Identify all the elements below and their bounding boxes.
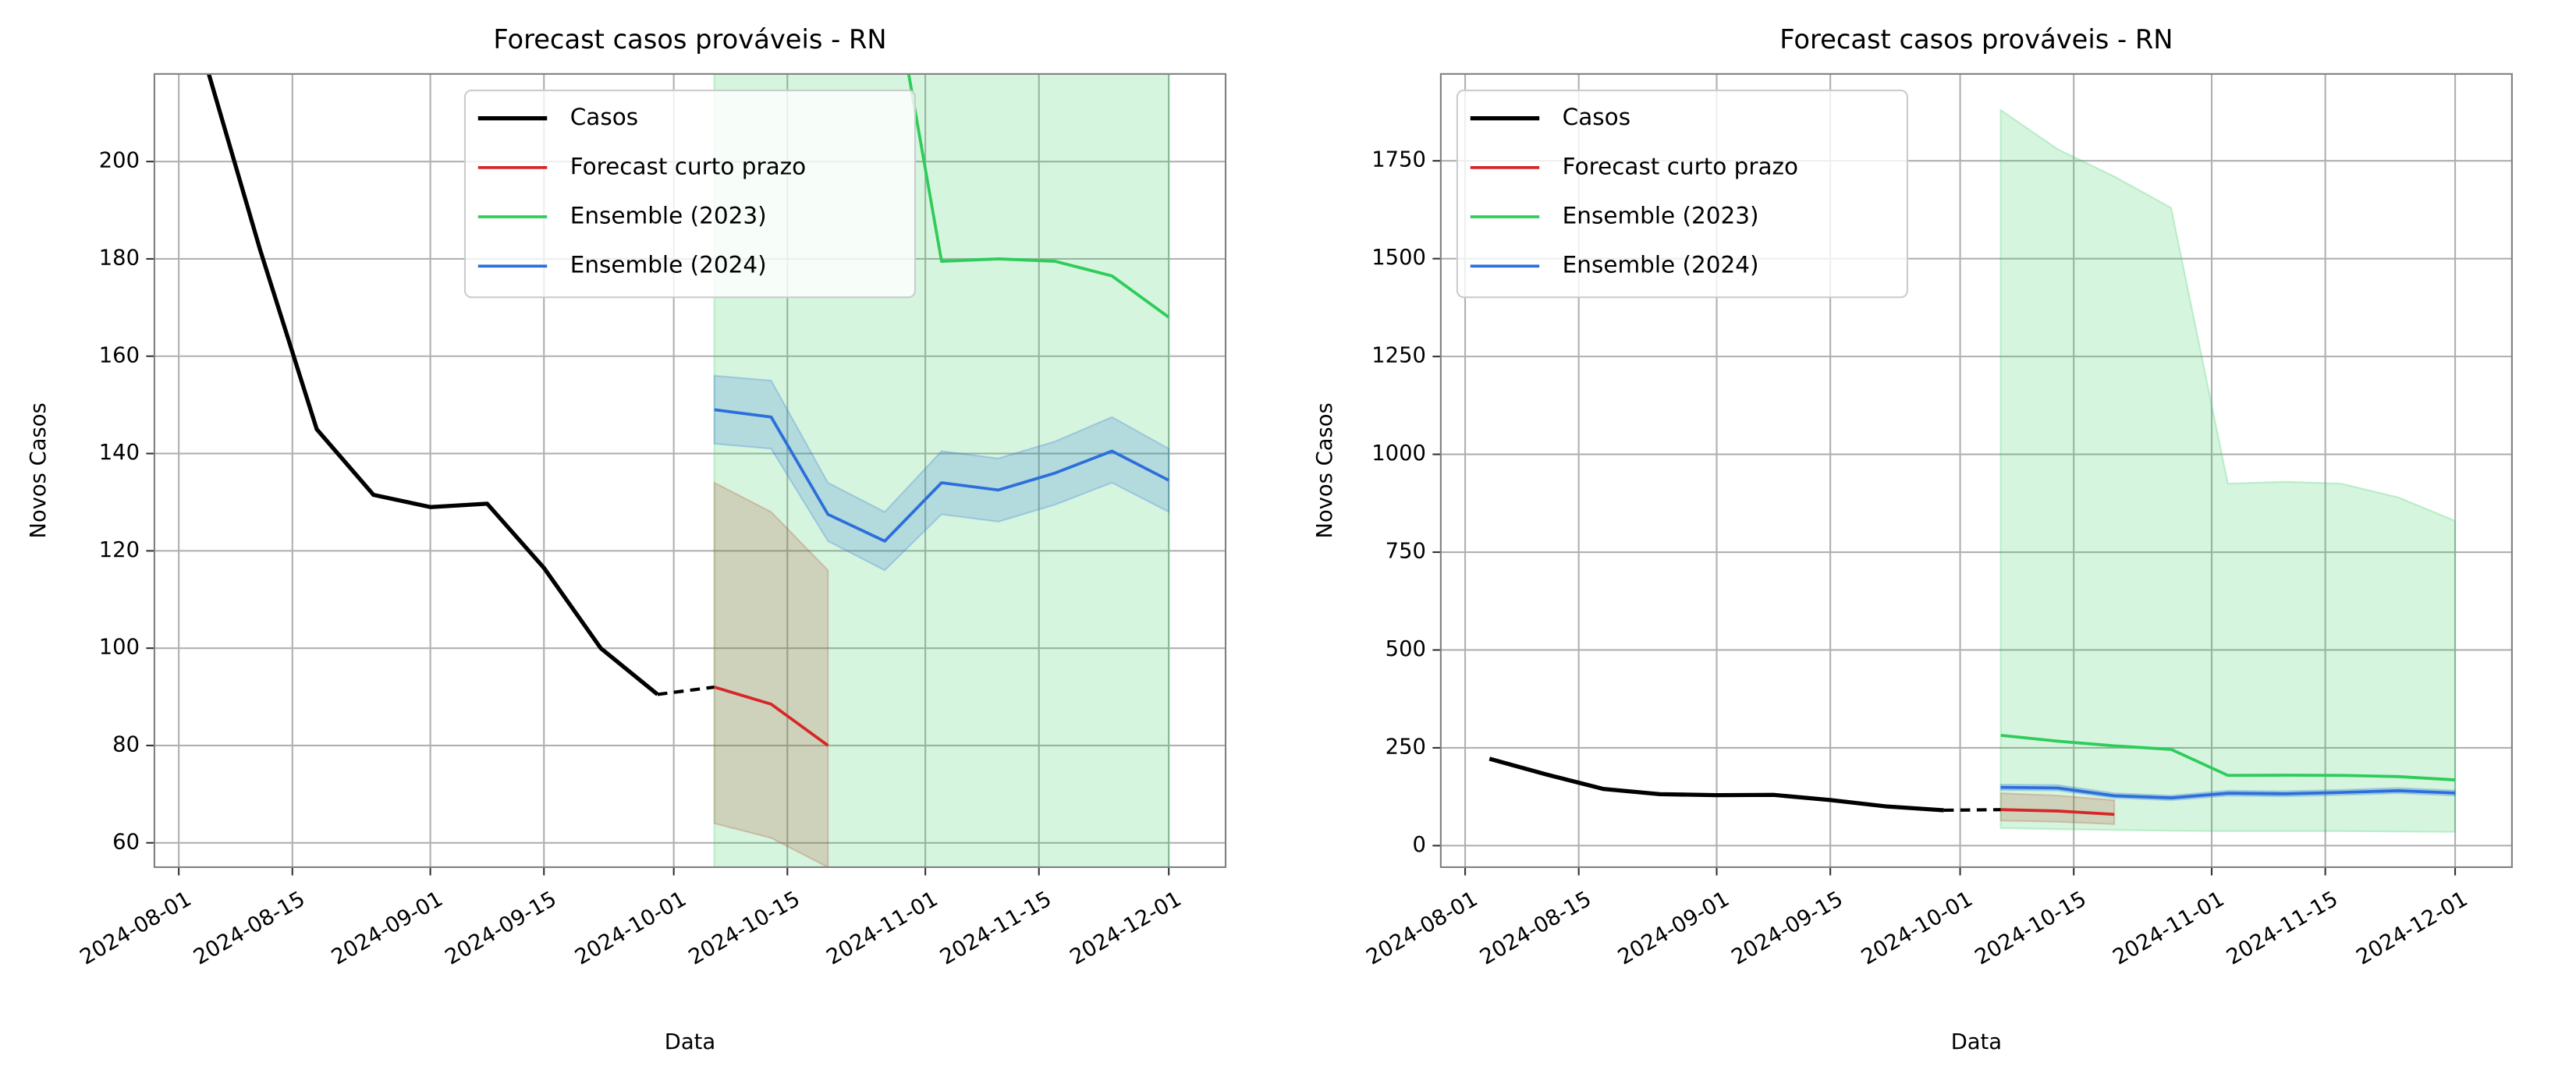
- x-tick-label: 2024-12-01: [2352, 887, 2471, 969]
- y-tick-label: 200: [99, 149, 140, 173]
- legend-label: Forecast curto prazo: [1563, 153, 1798, 179]
- x-tick-label: 2024-11-01: [822, 887, 942, 969]
- confidence-band: [713, 374, 1170, 572]
- y-tick-label: 1500: [1371, 246, 1426, 270]
- x-tick-label: 2024-11-15: [936, 887, 1056, 969]
- y-tick-label: 1750: [1371, 148, 1426, 172]
- x-tick-label: 2024-08-15: [1476, 887, 1595, 969]
- y-tick-label: 500: [1386, 637, 1426, 661]
- y-tick-label: 0: [1412, 833, 1425, 857]
- legend-label: Forecast curto prazo: [570, 153, 806, 179]
- connector-line: [1943, 808, 2001, 813]
- series-line: [907, 73, 1170, 319]
- x-tick-label: 2024-11-01: [2109, 887, 2228, 969]
- y-tick-label: 160: [99, 343, 140, 367]
- x-tick-label: 2024-08-01: [76, 887, 195, 969]
- series-line: [1488, 756, 1944, 813]
- y-tick-label: 100: [99, 636, 140, 660]
- series-line: [206, 73, 659, 696]
- y-tick-label: 140: [99, 441, 140, 465]
- series-line: [2000, 733, 2456, 781]
- x-tick-label: 2024-09-15: [1727, 887, 1847, 969]
- x-tick-label: 2024-09-01: [1614, 887, 1733, 969]
- x-tick-label: 2024-10-15: [1971, 887, 2091, 969]
- x-axis-label: Data: [665, 1030, 715, 1054]
- confidence-band: [1999, 108, 2457, 833]
- legend-box: [1456, 89, 1908, 299]
- y-tick-label: 1000: [1371, 441, 1426, 466]
- x-tick-label: 2024-10-01: [1857, 887, 1977, 969]
- x-tick-label: 2024-11-15: [2223, 887, 2342, 969]
- x-tick-label: 2024-08-15: [190, 887, 309, 969]
- y-tick-label: 250: [1386, 735, 1426, 759]
- legend: Casos Forecast curto prazo Ensemble (2023)…: [463, 89, 917, 299]
- x-tick-label: 2024-09-15: [442, 887, 561, 969]
- series-line: [714, 408, 1170, 543]
- legend-label: Ensemble (2023): [570, 203, 767, 229]
- y-axis-label: Novos Casos: [27, 402, 51, 538]
- y-axis-label: Novos Casos: [1313, 402, 1337, 538]
- y-tick-label: 60: [112, 830, 140, 854]
- y-tick-label: 1250: [1371, 344, 1426, 368]
- x-tick-label: 2024-08-01: [1362, 887, 1481, 969]
- x-tick-label: 2024-12-01: [1066, 887, 1185, 969]
- subplot: Forecast casos prováveis - RN Data Novos C…: [1313, 24, 2513, 1054]
- confidence-band: [1999, 792, 2116, 825]
- series-line: [2000, 808, 2115, 817]
- legend-label: Casos: [570, 104, 638, 130]
- x-tick-label: 2024-09-01: [328, 887, 447, 969]
- y-tick-label: 750: [1386, 540, 1426, 564]
- y-tick-label: 80: [112, 732, 140, 756]
- axes-frame: [153, 73, 1227, 869]
- chart-title: Forecast casos prováveis - RN: [493, 24, 886, 55]
- x-tick-label: 2024-10-15: [685, 887, 804, 969]
- legend: Casos Forecast curto prazo Ensemble (2023)…: [1456, 89, 1908, 299]
- y-tick-label: 120: [99, 538, 140, 562]
- legend-label: Ensemble (2024): [1563, 252, 1759, 278]
- series-line: [714, 685, 829, 747]
- plot-area: [1488, 108, 2457, 833]
- x-tick-label: 2024-10-01: [571, 887, 690, 969]
- y-tick-label: 180: [99, 246, 140, 270]
- legend-label: Ensemble (2024): [570, 252, 767, 278]
- legend-label: Casos: [1563, 104, 1630, 130]
- axes-frame: [1439, 73, 2513, 869]
- chart-title: Forecast casos prováveis - RN: [1779, 24, 2173, 55]
- series-line: [2000, 785, 2456, 800]
- connector-line: [657, 685, 715, 696]
- legend-box: [463, 89, 917, 299]
- x-axis-label: Data: [1951, 1030, 2002, 1054]
- subplot: Forecast casos prováveis - RN Data Novos C…: [27, 24, 1227, 1054]
- legend-label: Ensemble (2023): [1563, 203, 1759, 229]
- confidence-band: [713, 481, 829, 867]
